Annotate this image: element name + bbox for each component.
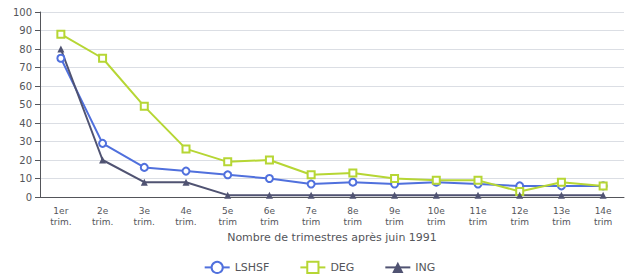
svg-text:40: 40 bbox=[19, 118, 32, 129]
svg-text:11e: 11e bbox=[470, 206, 487, 216]
svg-text:100: 100 bbox=[13, 7, 32, 18]
svg-text:13e: 13e bbox=[553, 206, 570, 216]
svg-text:30: 30 bbox=[19, 136, 32, 147]
svg-text:trim: trim bbox=[552, 217, 571, 227]
svg-text:50: 50 bbox=[19, 99, 32, 110]
svg-text:trim.: trim. bbox=[175, 217, 196, 227]
svg-text:10: 10 bbox=[19, 173, 32, 184]
svg-text:80: 80 bbox=[19, 44, 32, 55]
svg-text:4e: 4e bbox=[180, 206, 192, 216]
svg-text:5e: 5e bbox=[222, 206, 234, 216]
svg-text:trim: trim bbox=[385, 217, 404, 227]
svg-text:trim.: trim. bbox=[92, 217, 113, 227]
svg-text:2e: 2e bbox=[97, 206, 109, 216]
svg-text:6e: 6e bbox=[264, 206, 276, 216]
svg-text:trim: trim bbox=[218, 217, 237, 227]
svg-text:7e: 7e bbox=[306, 206, 318, 216]
svg-text:0: 0 bbox=[26, 192, 32, 203]
svg-text:LSHSF: LSHSF bbox=[235, 261, 270, 274]
svg-text:trim: trim bbox=[469, 217, 488, 227]
svg-text:12e: 12e bbox=[511, 206, 528, 216]
svg-text:trim.: trim. bbox=[50, 217, 71, 227]
svg-text:trim: trim bbox=[344, 217, 363, 227]
svg-text:trim: trim bbox=[427, 217, 446, 227]
svg-text:DEG: DEG bbox=[330, 261, 354, 274]
svg-text:ING: ING bbox=[415, 261, 435, 274]
svg-text:trim: trim bbox=[510, 217, 529, 227]
svg-text:8e: 8e bbox=[347, 206, 359, 216]
svg-text:trim: trim bbox=[302, 217, 321, 227]
svg-text:1er: 1er bbox=[53, 206, 68, 216]
svg-text:9e: 9e bbox=[389, 206, 401, 216]
svg-text:90: 90 bbox=[19, 25, 32, 36]
svg-text:trim: trim bbox=[260, 217, 279, 227]
svg-text:70: 70 bbox=[19, 62, 32, 73]
svg-text:60: 60 bbox=[19, 81, 32, 92]
svg-text:trim: trim bbox=[594, 217, 613, 227]
svg-text:20: 20 bbox=[19, 155, 32, 166]
svg-text:Nombre de trimestres après jui: Nombre de trimestres après juin 1991 bbox=[227, 231, 437, 244]
svg-text:14e: 14e bbox=[595, 206, 612, 216]
svg-text:trim.: trim. bbox=[134, 217, 155, 227]
svg-text:3e: 3e bbox=[139, 206, 151, 216]
svg-text:10e: 10e bbox=[428, 206, 445, 216]
